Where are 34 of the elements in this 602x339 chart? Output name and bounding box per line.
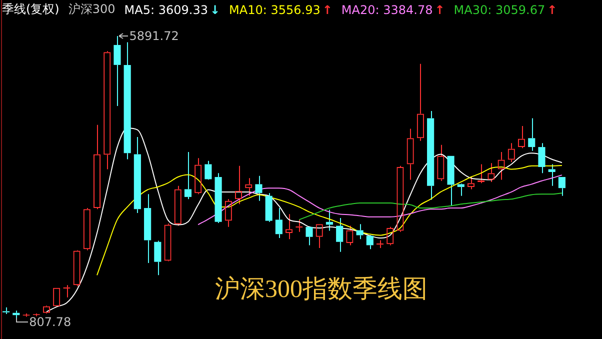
candlestick (144, 194, 152, 264)
text: MA30: 3059.67↑ (454, 2, 558, 16)
candlestick (114, 36, 121, 106)
candlestick (154, 240, 162, 276)
candlestick (184, 152, 192, 200)
candlestick (447, 156, 454, 206)
annotation: 5891.72 (129, 29, 179, 43)
candlestick (214, 172, 222, 224)
candlestick (376, 240, 384, 248)
candlestick (275, 208, 282, 238)
candlestick (538, 142, 546, 174)
candlestick (124, 42, 131, 160)
candlestick (306, 226, 313, 246)
candlestick (265, 192, 272, 222)
candlestick (427, 110, 434, 200)
candlestick (356, 224, 364, 240)
text: 沪深300指数季线图 (215, 274, 428, 305)
text: MA5: 3609.33↓ (124, 2, 220, 16)
candlestick (366, 236, 374, 250)
text: MA10: 3556.93↑ (229, 2, 332, 16)
candlestick (134, 136, 141, 214)
text: 沪深300 (68, 1, 116, 18)
candlestick (2, 306, 10, 314)
chart-subtitle: 季线(复权) (2, 1, 60, 18)
text: MA20: 3384.78↑ (341, 2, 445, 16)
candlestick (255, 175, 262, 202)
annotation: 807.78 (29, 315, 72, 329)
candlestick (528, 118, 536, 152)
candlestick (326, 209, 334, 232)
candlestick (204, 160, 212, 180)
candlestick (336, 218, 344, 252)
candlestick (457, 184, 464, 196)
candlestick (548, 164, 556, 186)
candlestick (558, 176, 566, 196)
